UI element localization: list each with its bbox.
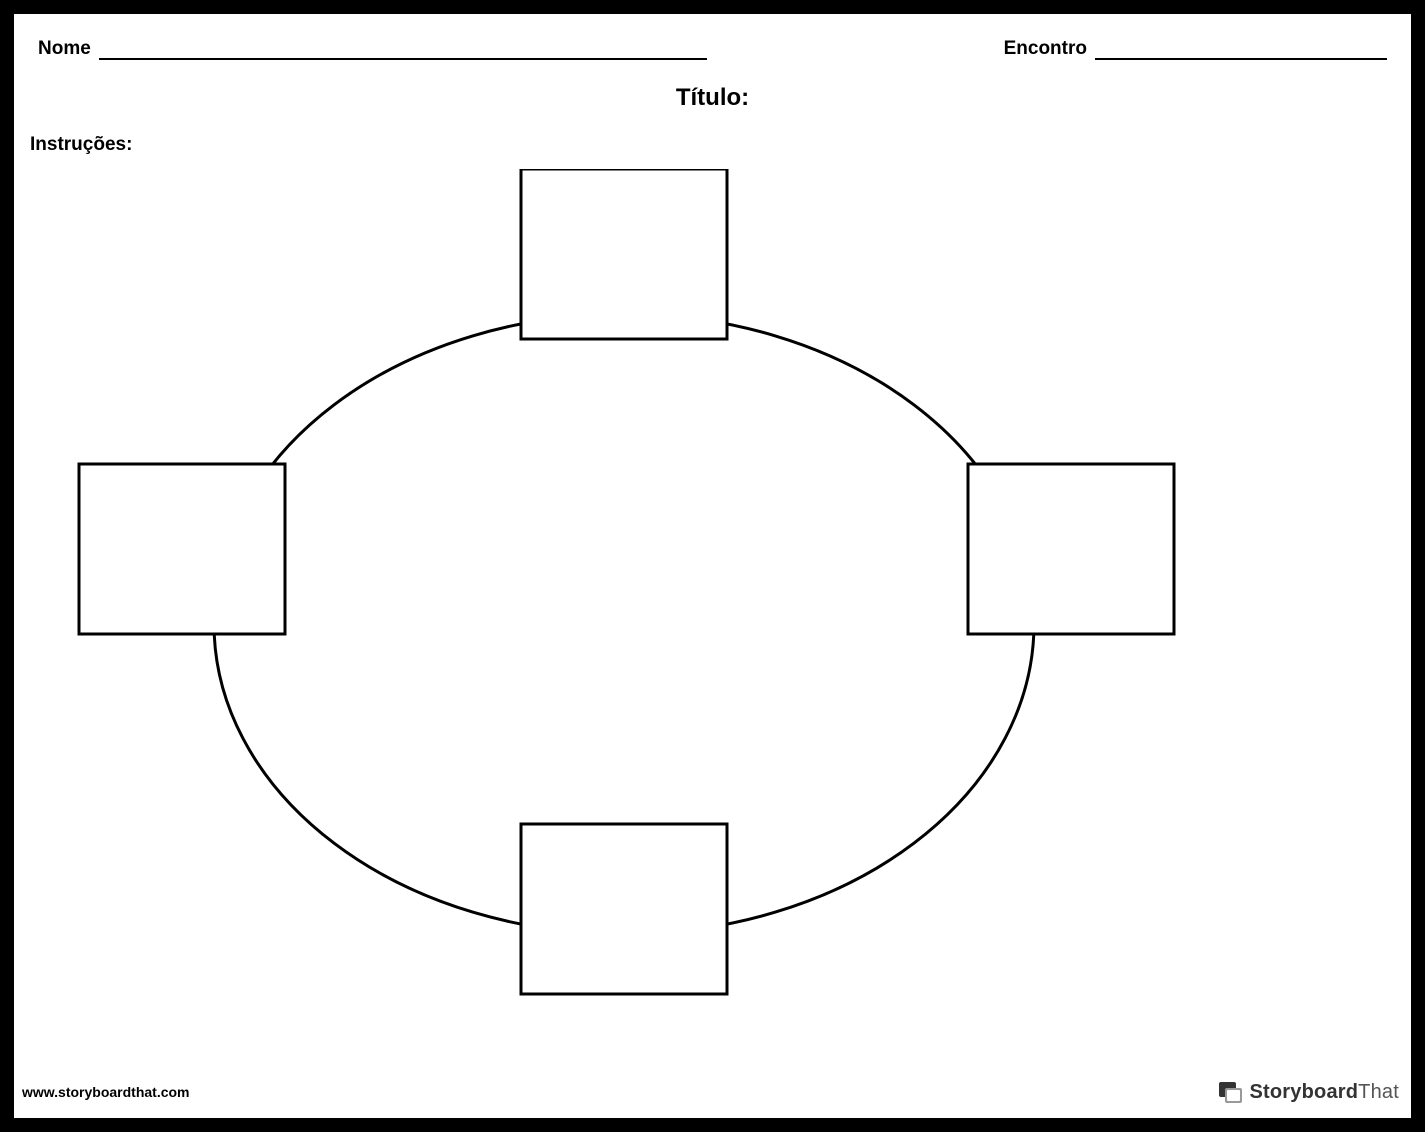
name-input-line[interactable] xyxy=(99,38,707,60)
worksheet-page: Nome Encontro Título: Instruções: www.st… xyxy=(14,14,1411,1118)
header-row: Nome Encontro xyxy=(38,38,1387,60)
cycle-diagram xyxy=(14,169,1411,1079)
cycle-node-bottom[interactable] xyxy=(521,824,727,994)
date-label: Encontro xyxy=(1004,38,1095,60)
storyboard-icon xyxy=(1219,1082,1243,1104)
logo-text: StoryboardThat xyxy=(1249,1081,1399,1104)
footer-logo: StoryboardThat xyxy=(1219,1081,1399,1104)
logo-text-thin: That xyxy=(1358,1081,1399,1103)
outer-frame: Nome Encontro Título: Instruções: www.st… xyxy=(0,0,1425,1132)
cycle-node-left[interactable] xyxy=(79,464,285,634)
logo-text-bold: Storyboard xyxy=(1249,1081,1358,1103)
date-input-line[interactable] xyxy=(1095,38,1387,60)
cycle-diagram-svg xyxy=(14,169,1411,1079)
page-title: Título: xyxy=(14,84,1411,112)
cycle-node-right[interactable] xyxy=(968,464,1174,634)
cycle-node-top[interactable] xyxy=(521,169,727,339)
footer-url: www.storyboardthat.com xyxy=(22,1084,190,1100)
instructions-label: Instruções: xyxy=(30,134,132,156)
name-label: Nome xyxy=(38,38,99,60)
